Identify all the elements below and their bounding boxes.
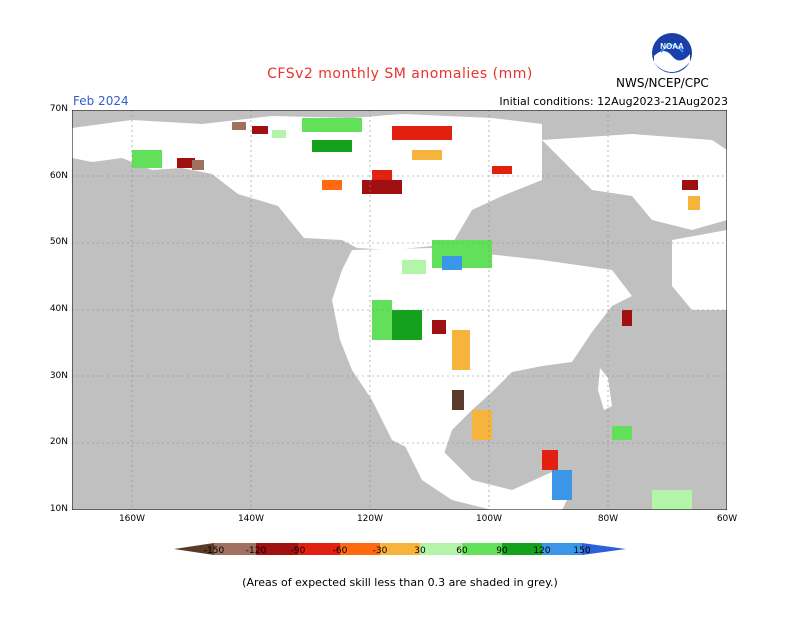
- swatch-90-to-120: [502, 543, 542, 555]
- footnote: (Areas of expected skill less than 0.3 a…: [242, 576, 558, 589]
- colorbar-label: 60: [456, 546, 468, 556]
- land-layer: [72, 114, 727, 510]
- swatch-120-to-150: [542, 543, 582, 555]
- lat-label: 50N: [49, 237, 68, 247]
- colorbar-label: -120: [245, 546, 267, 556]
- lat-label: 60N: [49, 171, 68, 181]
- lat-label: 10N: [49, 504, 68, 514]
- lat-label: 40N: [49, 304, 68, 314]
- lon-label: 140W: [237, 514, 265, 524]
- swatch-minus-90-to-minus-60: [298, 543, 340, 555]
- initial-conditions: Initial conditions: 12Aug2023-21Aug2023: [499, 95, 728, 108]
- swatch-60-to-90: [462, 543, 502, 555]
- colorbar-label: 90: [496, 546, 508, 556]
- swatch-below-minus-150: [174, 543, 214, 555]
- colorbar-label: -150: [203, 546, 225, 556]
- forecast-period: Feb 2024: [73, 94, 129, 108]
- colorbar-label: 120: [533, 546, 551, 556]
- lon-label: 160W: [118, 514, 146, 524]
- lat-label: 20N: [49, 437, 68, 447]
- swatch-minus-30-to-0: [380, 543, 420, 555]
- colorbar-label: -60: [332, 546, 348, 556]
- map: [72, 110, 727, 510]
- colorbar: [174, 543, 626, 555]
- lon-label: 100W: [475, 514, 503, 524]
- logo-text: NOAA: [660, 42, 684, 51]
- colorbar-label: -30: [372, 546, 388, 556]
- colorbar-label: -90: [290, 546, 306, 556]
- agency-label: NWS/NCEP/CPC: [616, 76, 709, 90]
- swatch-30-to-60: [420, 543, 462, 555]
- colorbar-swatches: [174, 543, 626, 555]
- graticule: [72, 110, 727, 510]
- chart-title: CFSv2 monthly SM anomalies (mm): [267, 66, 533, 82]
- lon-label: 120W: [356, 514, 384, 524]
- lon-label: 60W: [716, 514, 738, 524]
- swatch-minus-60-to-minus-30: [340, 543, 380, 555]
- lon-label: 80W: [597, 514, 619, 524]
- swatch-above-150: [582, 543, 626, 555]
- lat-label: 30N: [49, 371, 68, 381]
- colorbar-label: 150: [573, 546, 591, 556]
- anomaly-cells: [132, 118, 700, 510]
- colorbar-label: 30: [414, 546, 426, 556]
- lat-label: 70N: [49, 104, 68, 114]
- swatch-minus-120-to-minus-90: [256, 543, 298, 555]
- noaa-logo: NOAA: [652, 33, 692, 73]
- swatch-minus-150-to-minus-120: [214, 543, 256, 555]
